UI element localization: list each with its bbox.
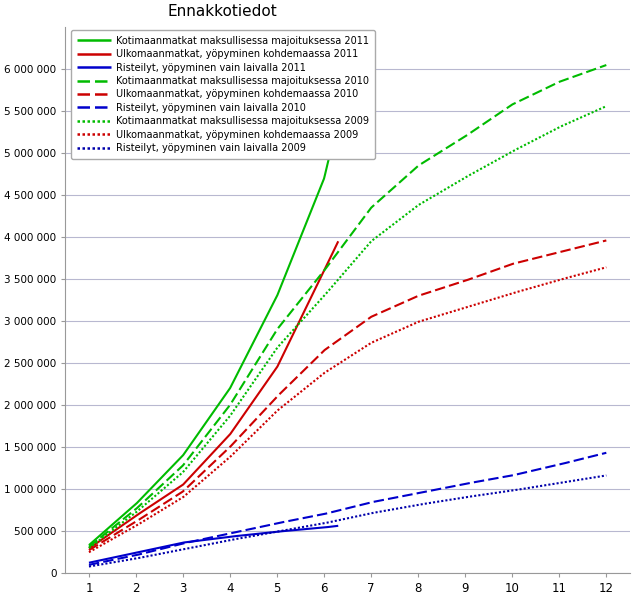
Legend: Kotimaanmatkat maksullisessa majoituksessa 2011, Ulkomaanmatkat, yöpyminen kohde: Kotimaanmatkat maksullisessa majoitukses… (71, 30, 375, 159)
Text: Ennakkotiedot: Ennakkotiedot (167, 4, 277, 19)
